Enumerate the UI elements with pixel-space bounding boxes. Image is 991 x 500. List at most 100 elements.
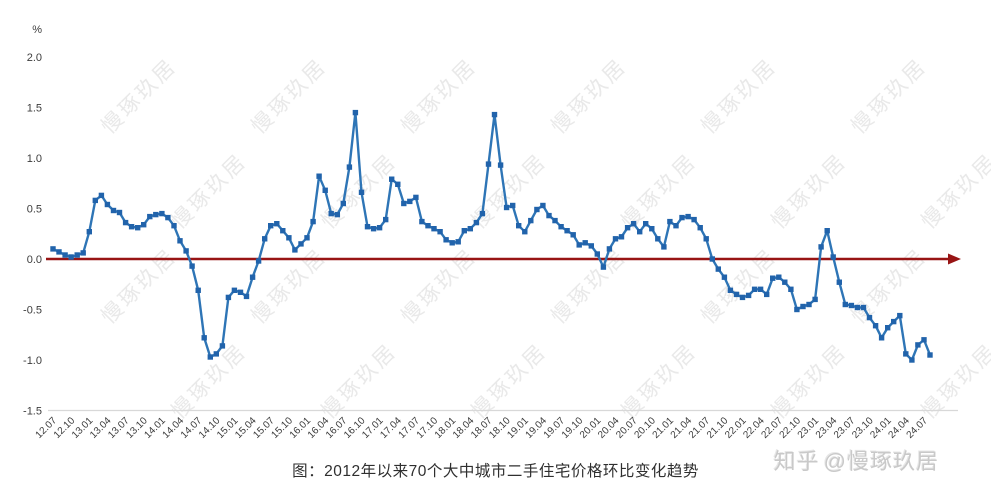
data-point-marker — [516, 223, 522, 229]
data-point-marker — [231, 287, 238, 293]
data-point-marker — [903, 351, 909, 357]
data-point-marker — [401, 200, 407, 207]
data-point-marker — [667, 218, 673, 225]
data-point-marker — [395, 181, 401, 187]
x-axis-tick-label: 24.07 — [905, 415, 931, 441]
y-axis-labels: % 2.0 1.5 1.0 0.5 0.0 -0.5 -1.0 -1.5 — [23, 24, 42, 418]
data-point-marker — [141, 222, 147, 228]
data-point-marker — [449, 240, 455, 246]
data-point-marker — [534, 206, 540, 213]
data-point-marker — [618, 234, 625, 240]
data-point-marker — [147, 213, 153, 220]
data-point-marker — [600, 264, 607, 270]
data-point-marker — [800, 303, 806, 310]
data-point-marker — [467, 226, 473, 232]
data-point-marker — [237, 289, 244, 295]
watermark-tile: 慢琢玖居 — [617, 149, 701, 233]
watermark-tile: 慢琢玖居 — [467, 149, 551, 233]
data-point-marker — [830, 254, 836, 260]
data-point-marker — [243, 293, 250, 300]
data-point-marker — [177, 238, 183, 244]
watermark-tile: 慢琢玖居 — [397, 54, 481, 138]
y-axis-tick-label: -0.5 — [23, 305, 42, 317]
watermark-tile: 慢琢玖居 — [547, 244, 631, 328]
data-point-marker — [691, 216, 697, 223]
data-point-marker — [346, 164, 353, 170]
data-point-marker — [431, 226, 437, 232]
data-point-marker — [183, 248, 189, 254]
data-point-marker — [673, 223, 679, 229]
data-point-marker — [528, 217, 534, 224]
data-point-marker — [703, 236, 709, 242]
y-axis-tick-label: 2.0 — [27, 52, 42, 64]
data-point-marker — [485, 161, 492, 167]
data-point-marker — [757, 286, 764, 292]
data-point-marker — [570, 232, 576, 238]
data-point-marker — [764, 291, 770, 298]
data-point-marker — [213, 351, 219, 357]
data-point-marker — [135, 225, 141, 231]
data-point-marker — [98, 192, 105, 199]
data-point-marker — [836, 279, 842, 285]
data-point-marker — [461, 228, 467, 234]
data-point-marker — [74, 252, 80, 258]
data-point-marker — [679, 214, 685, 221]
data-point-marker — [721, 274, 728, 280]
data-point-marker — [383, 216, 389, 223]
data-point-marker — [630, 221, 637, 227]
data-point-marker — [322, 187, 328, 193]
data-point-marker — [612, 236, 619, 242]
data-point-marker — [358, 189, 365, 195]
data-point-marker — [927, 352, 933, 358]
data-point-marker — [860, 304, 867, 311]
x-axis-labels: 12.0712.1013.0113.0413.0713.1014.0114.04… — [34, 415, 931, 441]
watermark-tile: 慢琢玖居 — [97, 244, 181, 328]
y-axis-tick-label: -1.5 — [23, 406, 42, 418]
data-point-marker — [885, 325, 891, 331]
data-point-marker — [274, 221, 280, 227]
data-point-marker — [407, 198, 413, 205]
data-point-marker — [334, 211, 340, 218]
data-point-marker — [50, 246, 56, 252]
watermark-tile: 慢琢玖居 — [97, 54, 181, 138]
data-point-marker — [685, 213, 691, 220]
data-point-marker — [818, 244, 824, 250]
chart-caption: 图：2012年以来70个大中城市二手住宅价格环比变化趋势 — [292, 463, 699, 480]
data-point-marker — [733, 291, 740, 298]
watermark-tile: 慢琢玖居 — [547, 54, 631, 138]
data-point-marker — [292, 247, 298, 253]
data-point-marker — [794, 306, 800, 313]
data-point-marker — [316, 173, 322, 179]
data-point-marker — [745, 292, 752, 299]
watermark-tile: 慢琢玖居 — [917, 149, 991, 233]
data-point-marker — [201, 335, 207, 341]
data-point-marker — [540, 202, 546, 209]
data-point-marker — [189, 263, 195, 269]
data-point-marker — [128, 224, 135, 230]
data-point-marker — [878, 335, 885, 341]
data-point-marker — [503, 204, 510, 211]
data-point-marker — [770, 275, 776, 281]
data-point-marker — [661, 244, 667, 250]
zhihu-handle: @慢琢玖居 — [823, 449, 939, 474]
data-point-marker — [92, 197, 98, 204]
data-point-marker — [443, 237, 449, 243]
data-point-marker — [80, 250, 86, 256]
data-point-marker — [582, 240, 588, 246]
data-point-marker — [594, 251, 600, 257]
data-point-marker — [207, 354, 213, 360]
data-point-marker — [255, 258, 262, 264]
data-point-marker — [165, 214, 171, 221]
data-point-marker — [328, 210, 334, 217]
zhihu-platform-label: 知乎 — [773, 449, 820, 474]
data-point-marker — [558, 224, 564, 230]
data-point-marker — [697, 225, 703, 231]
data-point-marker — [739, 294, 746, 301]
data-point-marker — [262, 236, 268, 242]
y-axis-tick-label: 1.5 — [27, 103, 42, 115]
data-point-marker — [389, 176, 395, 182]
data-point-marker — [915, 342, 921, 348]
